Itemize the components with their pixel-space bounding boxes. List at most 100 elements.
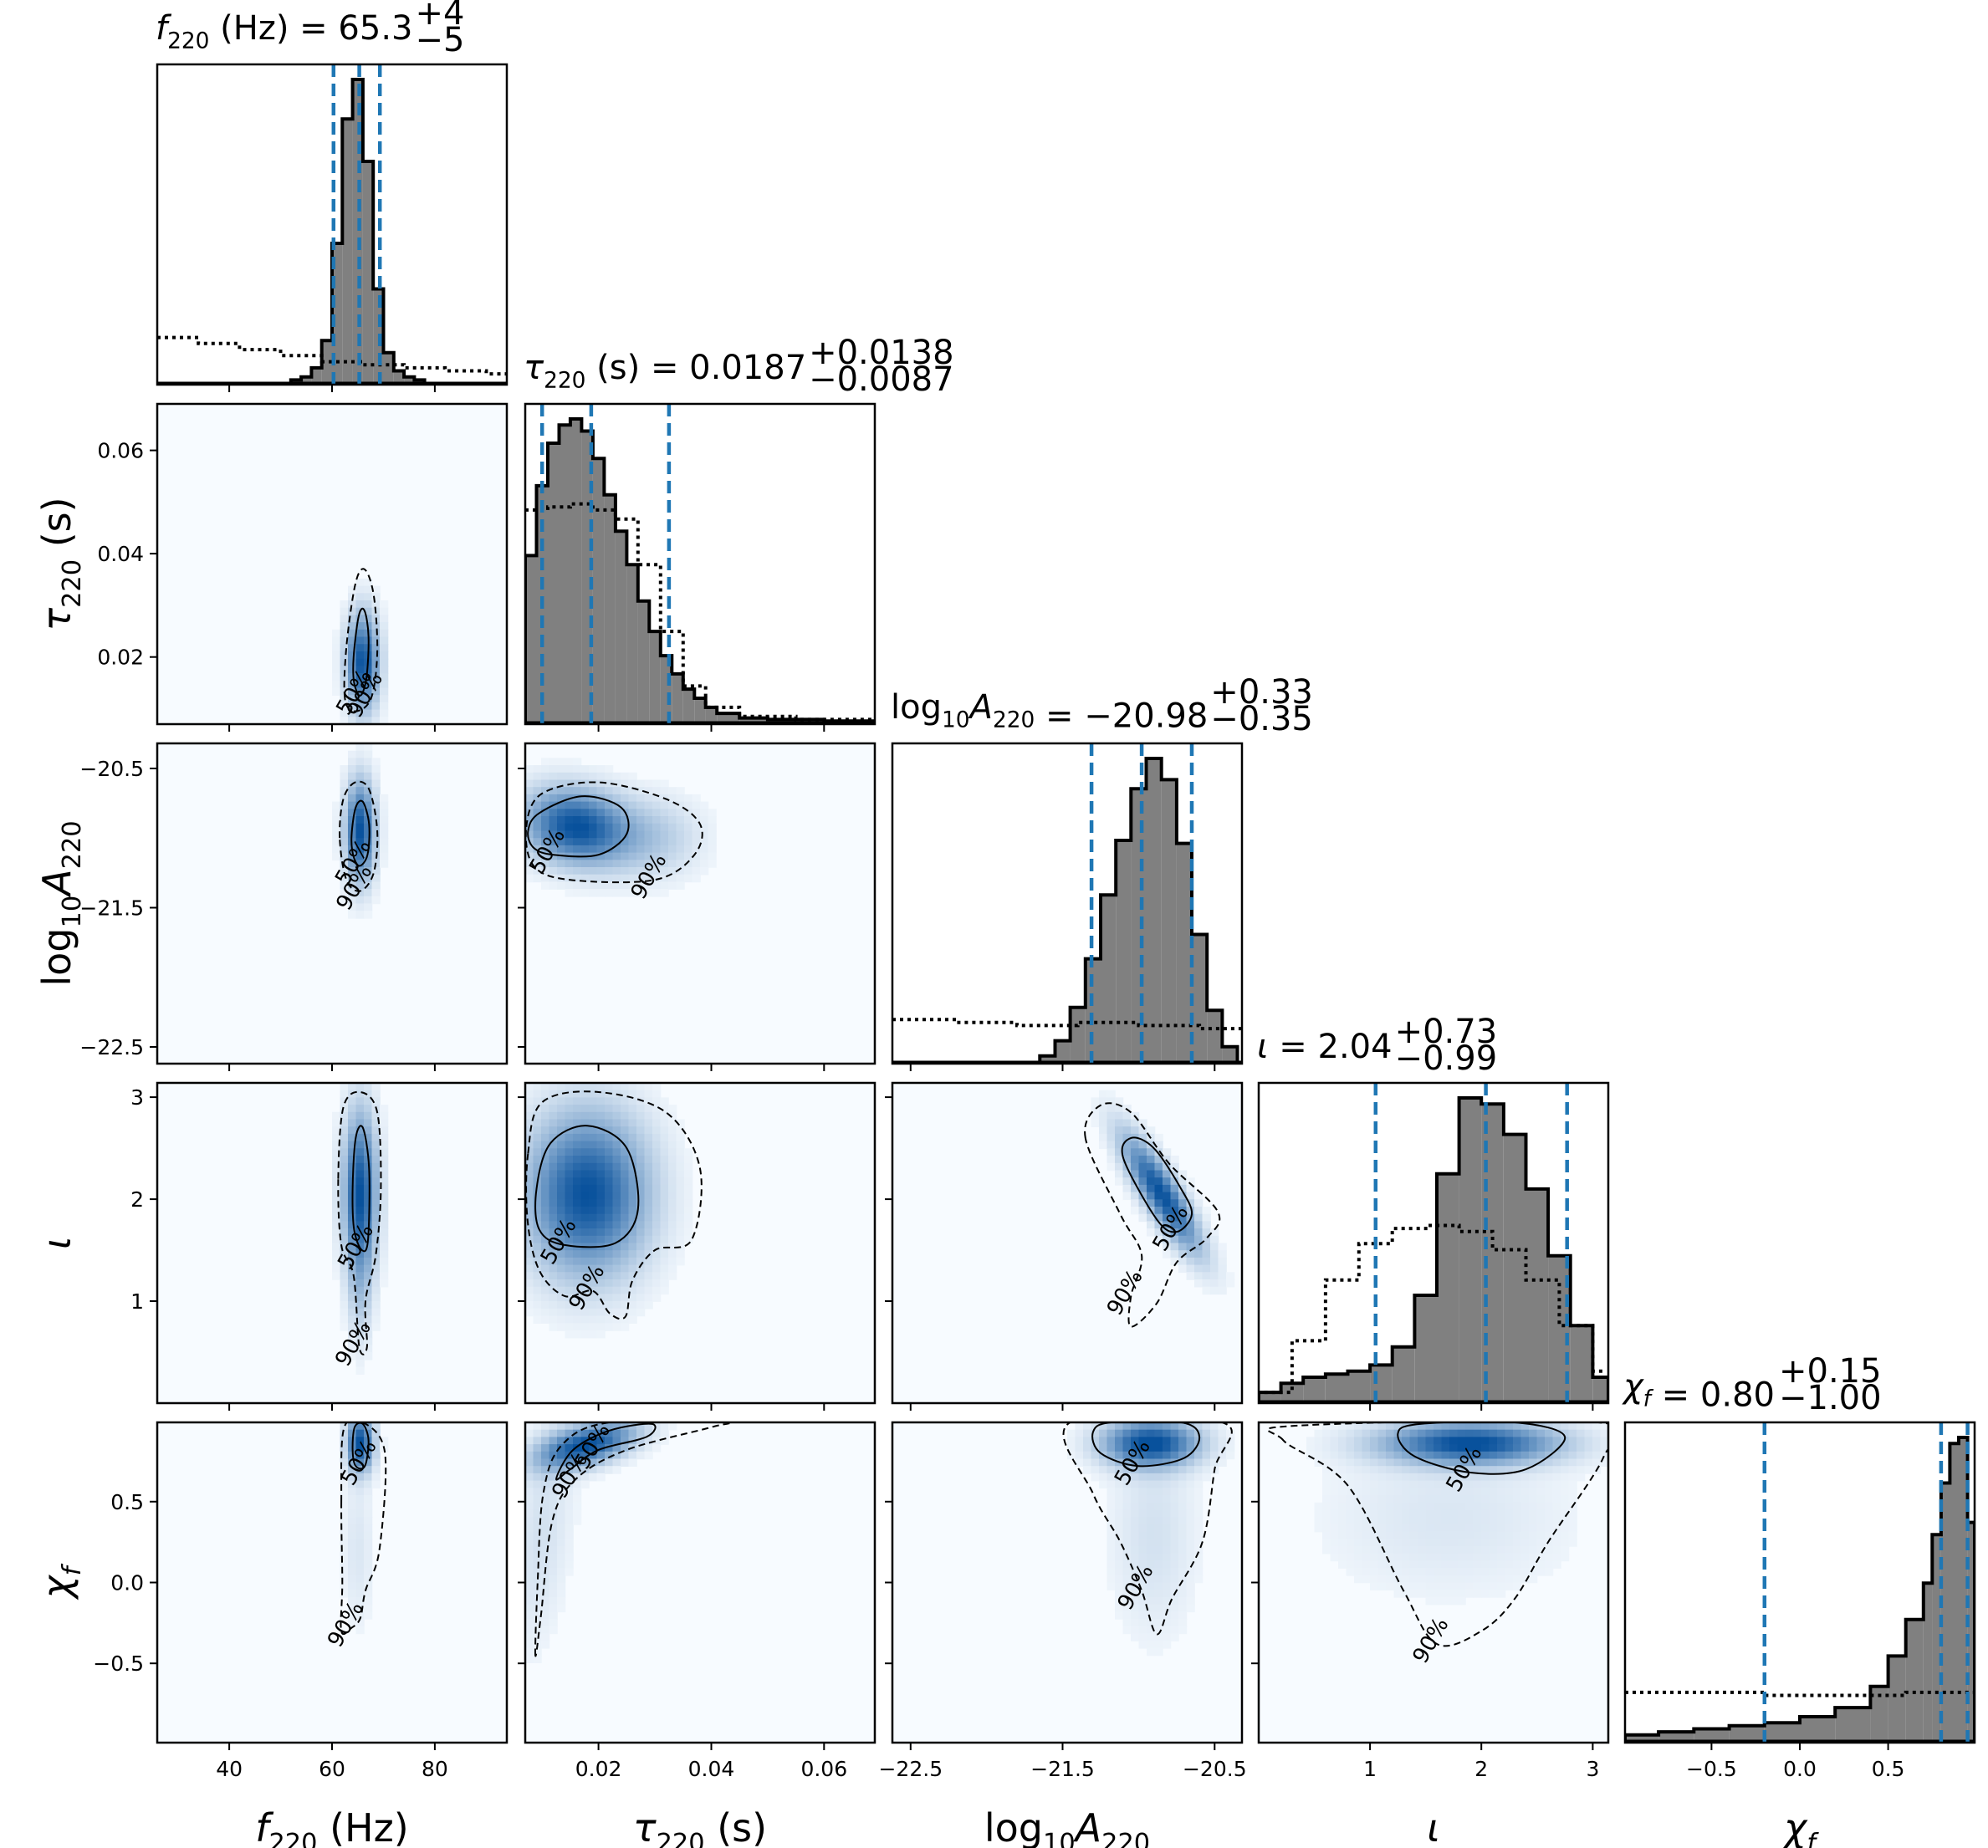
density-cell (541, 874, 550, 883)
density-cell (612, 889, 621, 897)
density-cell (1322, 1502, 1331, 1511)
density-cell (1147, 1531, 1156, 1540)
density-cell (1210, 1235, 1219, 1244)
density-cell (676, 867, 685, 876)
density-cell (1481, 1539, 1490, 1547)
density-cell (1536, 1473, 1546, 1482)
density-cell (1529, 1575, 1538, 1584)
density-cell (612, 1429, 621, 1438)
density-cell (636, 1083, 646, 1091)
density-cell (364, 765, 373, 773)
density-cell (628, 1458, 637, 1467)
density-cell (644, 816, 653, 824)
density-cell (533, 1626, 542, 1635)
density-cell (1489, 1422, 1498, 1431)
density-cell (621, 779, 630, 788)
density-cell (684, 838, 693, 846)
density-cell (676, 1170, 685, 1178)
density-cell (652, 1437, 662, 1445)
density-cell (1441, 1539, 1450, 1547)
density-cell (676, 1184, 685, 1193)
contour-90 (525, 781, 703, 884)
density-cell (668, 1235, 677, 1244)
posterior-bar (362, 161, 374, 383)
density-cell (371, 758, 381, 766)
density-cell (348, 651, 357, 660)
density-cell (1529, 1480, 1538, 1489)
density-cell (1163, 1480, 1172, 1489)
density-cell (1163, 1221, 1172, 1229)
density-cell (1091, 1429, 1100, 1438)
density-cell (644, 838, 653, 846)
density-cell (1194, 1488, 1204, 1496)
density-cell (1489, 1429, 1498, 1438)
density-cell (1314, 1502, 1323, 1511)
density-cell (660, 1126, 669, 1135)
density-cell (1091, 1451, 1100, 1460)
density-cell (1131, 1582, 1140, 1590)
density-cell (380, 816, 389, 824)
density-cell (628, 1097, 637, 1105)
density-cell (1354, 1546, 1363, 1554)
density-cell (660, 1111, 669, 1121)
density-cell (1473, 1560, 1482, 1569)
density-cell (525, 845, 534, 854)
density-cell (340, 1560, 349, 1569)
density-cell (549, 1162, 558, 1172)
density-cell (565, 1264, 574, 1274)
density-cell (596, 1323, 606, 1331)
density-cell (1115, 1560, 1124, 1569)
density-cell (348, 680, 357, 689)
density-cell (596, 1250, 606, 1258)
density-cell (621, 1162, 630, 1172)
density-cell (612, 1422, 621, 1431)
density-cell (573, 758, 582, 766)
density-cell (565, 1228, 574, 1237)
density-cell (1592, 1458, 1602, 1467)
density-cell (1154, 1192, 1163, 1201)
density-cell (541, 1294, 550, 1302)
density-cell (1513, 1480, 1522, 1489)
density-cell (573, 1294, 582, 1302)
density-cell (1536, 1466, 1546, 1474)
y-tick-label-chi: −0.5 (93, 1651, 144, 1676)
density-cell (1115, 1539, 1124, 1547)
density-cell (676, 1119, 685, 1127)
density-cell (1409, 1488, 1418, 1496)
density-cell (1481, 1422, 1490, 1431)
density-cell (533, 1458, 542, 1467)
density-cell (1393, 1444, 1403, 1452)
density-cell (1449, 1502, 1459, 1511)
density-cell (533, 1119, 542, 1127)
density-cell (565, 1199, 574, 1207)
density-cell (1186, 1524, 1195, 1533)
density-cell (549, 1184, 558, 1193)
density-cell (565, 1126, 574, 1135)
density-cell (1545, 1546, 1554, 1554)
density-cell (1338, 1495, 1347, 1503)
density-cell (355, 651, 365, 660)
density-cell (621, 1250, 630, 1258)
density-cell (1314, 1444, 1323, 1452)
density-cell (605, 1170, 614, 1178)
density-cell (1178, 1228, 1188, 1237)
density-cell (605, 1111, 614, 1121)
density-cell (1441, 1480, 1450, 1489)
density-cell (580, 1330, 590, 1339)
density-cell (708, 830, 717, 839)
density-cell (355, 1207, 365, 1215)
density-cell (364, 1345, 373, 1353)
posterior-bar (1800, 1717, 1836, 1741)
density-cell (1194, 1568, 1204, 1576)
density-cell (628, 816, 637, 824)
density-cell (364, 1596, 373, 1606)
density-cell (636, 809, 646, 817)
density-cell (636, 1207, 646, 1215)
density-cell (589, 1272, 598, 1280)
density-cell (348, 1083, 357, 1091)
density-cell (612, 1458, 621, 1467)
density-cell (1362, 1458, 1371, 1467)
density-cell (668, 1170, 677, 1178)
density-cell (355, 801, 365, 810)
density-cell (1147, 1228, 1156, 1237)
